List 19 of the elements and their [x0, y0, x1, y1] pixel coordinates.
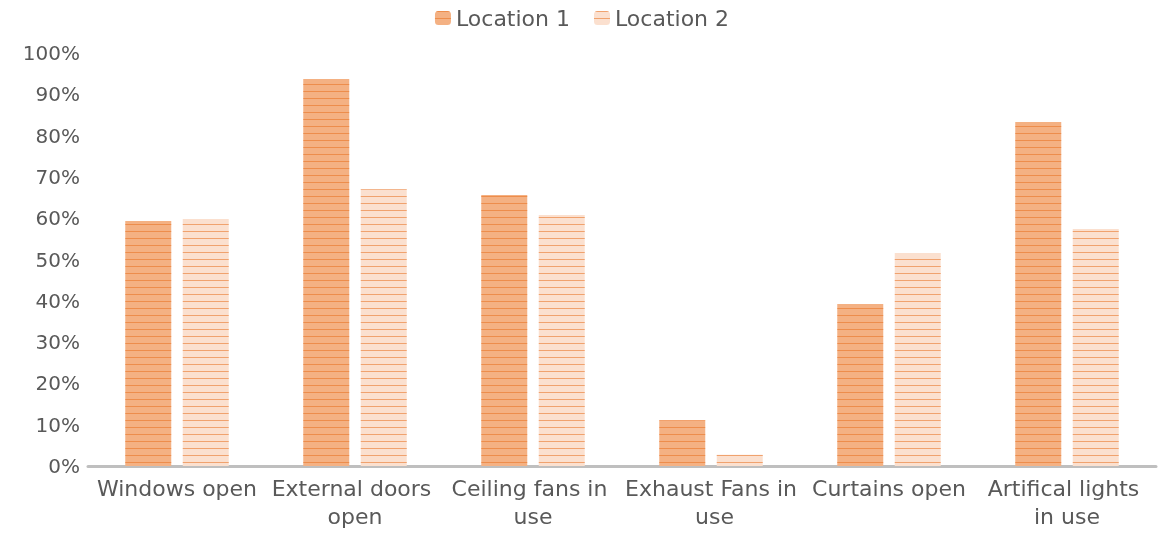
y-tick-label: 60% — [35, 206, 80, 231]
legend-label: Location 1 — [455, 5, 571, 31]
x-tick-label: Curtains open — [812, 475, 966, 501]
y-tick-label: 20% — [35, 371, 80, 396]
y-tick-label: 100% — [22, 41, 80, 65]
x-tick-label: External doors open — [271, 475, 439, 529]
y-tick-label: 80% — [35, 123, 80, 148]
y-tick-label: 90% — [35, 82, 80, 107]
x-tick-label: Windows open — [96, 475, 258, 501]
x-tick-label: Artifical lights in use — [987, 475, 1147, 529]
legend-label: Location 2 — [615, 5, 730, 31]
y-tick-label: 40% — [35, 288, 80, 313]
x-tick-label: Ceiling fans in use — [451, 475, 615, 529]
y-tick-label: 10% — [35, 412, 80, 437]
y-tick-label: 70% — [35, 164, 80, 189]
y-tick-label: 0% — [48, 454, 80, 478]
y-tick-label: 50% — [35, 247, 80, 272]
x-tick-label: Exhaust Fans in use — [625, 475, 797, 529]
y-tick-label: 30% — [35, 330, 80, 355]
